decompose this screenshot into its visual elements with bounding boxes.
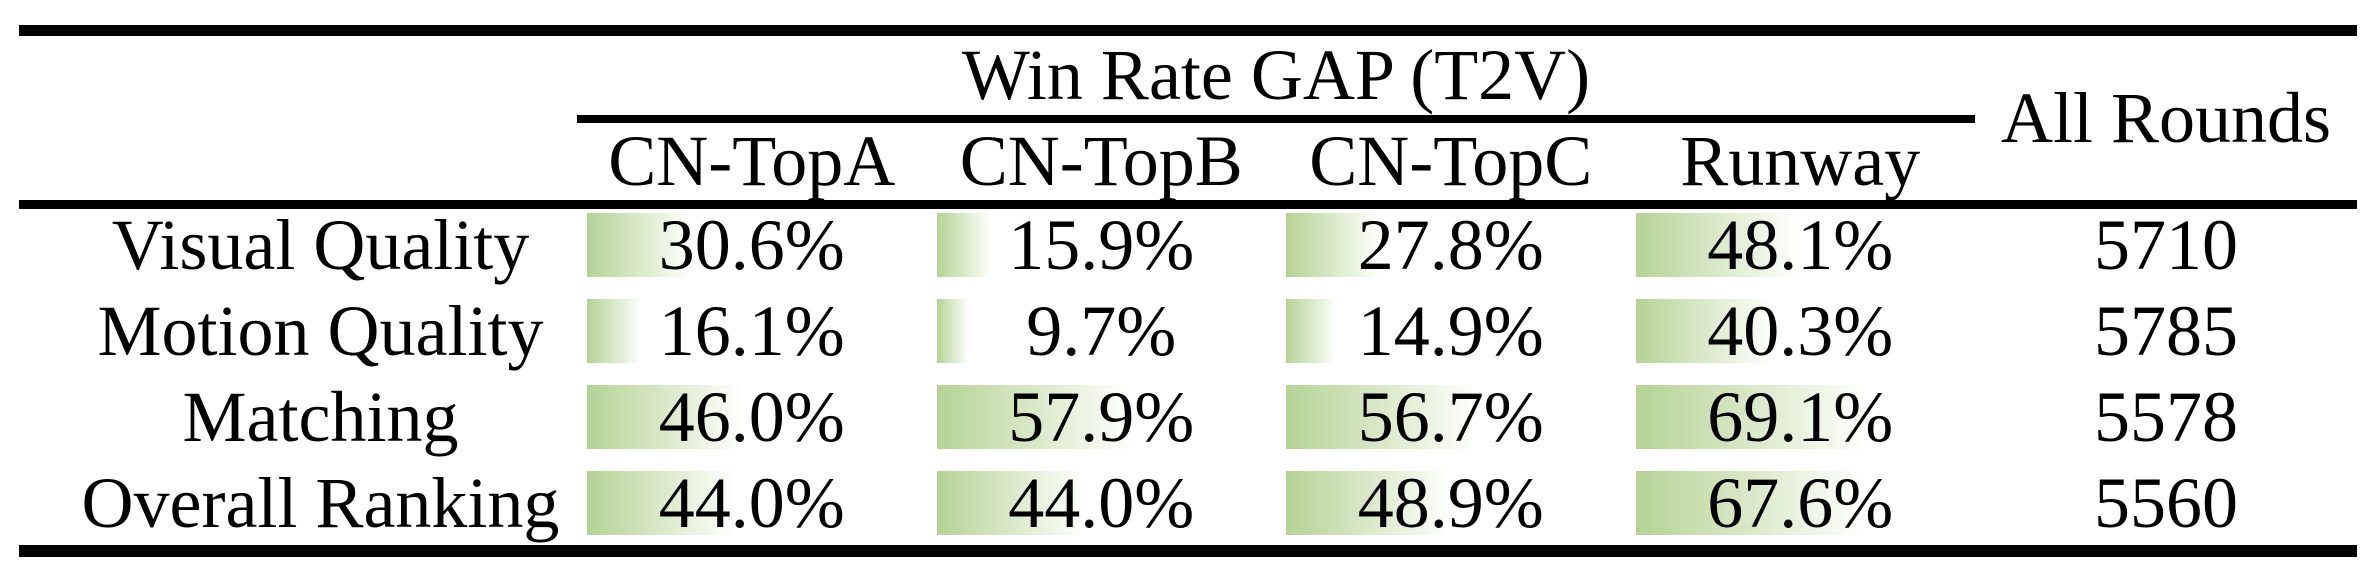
win-rate-value: 57.9% <box>1008 377 1195 457</box>
win-rate-value: 16.1% <box>658 291 845 371</box>
data-cell: 57.9% <box>927 374 1277 460</box>
win-rate-bar <box>587 385 739 449</box>
win-rate-bar <box>1286 213 1378 277</box>
table-bottom-rule <box>19 545 2357 557</box>
bar-track <box>936 385 1267 449</box>
bar-track <box>1635 471 1966 535</box>
row-label: Visual Quality <box>111 205 530 285</box>
all-rounds-value: 5710 <box>2094 205 2238 285</box>
table-row-visual-quality: Visual Quality 30.6% 15.9% 27.8% 48.1% 5… <box>19 202 2357 288</box>
bar-track <box>587 471 917 535</box>
bar-track <box>1286 471 1616 535</box>
data-cell: 46.0% <box>577 374 927 460</box>
column-header-cn-topa: CN-TopA <box>608 121 896 201</box>
win-rate-bar <box>936 299 969 363</box>
column-header-cn-topc: CN-TopC <box>1309 121 1593 201</box>
win-rate-bar <box>587 299 641 363</box>
table-row-motion-quality: Motion Quality 16.1% 9.7% 14.9% 40.3% 57… <box>19 288 2357 374</box>
data-cell: 44.0% <box>577 460 927 546</box>
all-rounds-value: 5578 <box>2094 377 2238 457</box>
win-rate-value: 27.8% <box>1357 205 1544 285</box>
win-rate-bar <box>1635 471 1859 535</box>
data-cell: 48.9% <box>1276 460 1626 546</box>
bar-track <box>1286 299 1616 363</box>
table-row-matching: Matching 46.0% 57.9% 56.7% 69.1% 5578 <box>19 374 2357 460</box>
win-rate-bar <box>1635 213 1794 277</box>
table-top-rule <box>19 25 2357 36</box>
win-rate-value: 67.6% <box>1707 463 1894 543</box>
win-rate-value: 30.6% <box>658 205 845 285</box>
data-cell: 15.9% <box>927 202 1277 288</box>
win-rate-bar <box>1286 299 1336 363</box>
row-label: Matching <box>182 377 459 457</box>
bar-track <box>936 213 1267 277</box>
all-rounds-value: 5785 <box>2094 291 2238 371</box>
data-cell: 69.1% <box>1626 374 1976 460</box>
bar-track <box>1286 213 1616 277</box>
win-rate-value: 40.3% <box>1707 291 1894 371</box>
header-body-divider-rule <box>19 200 2357 209</box>
bar-track <box>1635 213 1966 277</box>
row-label: Motion Quality <box>97 291 544 371</box>
data-cell: 48.1% <box>1626 202 1976 288</box>
row-label: Overall Ranking <box>81 463 560 543</box>
win-rate-value: 46.0% <box>658 377 845 457</box>
bar-track <box>587 213 917 277</box>
data-cell: 16.1% <box>577 288 927 374</box>
data-cell: 27.8% <box>1276 202 1626 288</box>
win-rate-value: 14.9% <box>1357 291 1544 371</box>
win-rate-bar <box>936 385 1128 449</box>
table-row-overall-ranking: Overall Ranking 44.0% 44.0% 48.9% 67.6% … <box>19 460 2357 546</box>
bar-track <box>1635 385 1966 449</box>
data-cell: 44.0% <box>927 460 1277 546</box>
bar-track <box>936 471 1267 535</box>
table-body: Visual Quality 30.6% 15.9% 27.8% 48.1% 5… <box>19 202 2357 546</box>
column-header-all-rounds: All Rounds <box>2000 78 2332 158</box>
data-cell: 14.9% <box>1276 288 1626 374</box>
win-rate-value: 48.9% <box>1357 463 1544 543</box>
bar-track <box>1286 385 1616 449</box>
data-cell: 67.6% <box>1626 460 1976 546</box>
win-rate-bar <box>936 471 1082 535</box>
bar-track <box>1635 299 1966 363</box>
win-rate-bar <box>587 213 688 277</box>
column-header-cn-topb: CN-TopB <box>959 121 1243 201</box>
win-rate-bar <box>1635 385 1864 449</box>
bar-track <box>587 385 917 449</box>
win-rate-value: 44.0% <box>1008 463 1195 543</box>
win-rate-bar <box>936 213 989 277</box>
win-rate-bar <box>1286 385 1473 449</box>
data-cell: 40.3% <box>1626 288 1976 374</box>
win-rate-bar <box>1635 299 1769 363</box>
win-rate-value: 69.1% <box>1707 377 1894 457</box>
win-rate-value: 44.0% <box>658 463 845 543</box>
data-cell: 9.7% <box>927 288 1277 374</box>
win-rate-value: 48.1% <box>1707 205 1894 285</box>
win-rate-value: 56.7% <box>1357 377 1544 457</box>
column-header-runway: Runway <box>1680 121 1921 201</box>
win-rate-bar <box>587 471 732 535</box>
data-cell: 56.7% <box>1276 374 1626 460</box>
bar-track <box>936 299 1267 363</box>
group-header-underline-rule <box>577 115 1975 123</box>
bar-track <box>587 299 917 363</box>
column-headers: CN-TopA CN-TopB CN-TopC Runway <box>577 123 1975 200</box>
win-rate-value: 9.7% <box>1026 291 1177 371</box>
win-rate-bar <box>1286 471 1448 535</box>
all-rounds-value: 5560 <box>2094 463 2238 543</box>
win-rate-value: 15.9% <box>1008 205 1195 285</box>
group-header-win-rate-gap: Win Rate GAP (T2V) <box>961 35 1591 115</box>
data-cell: 30.6% <box>577 202 927 288</box>
